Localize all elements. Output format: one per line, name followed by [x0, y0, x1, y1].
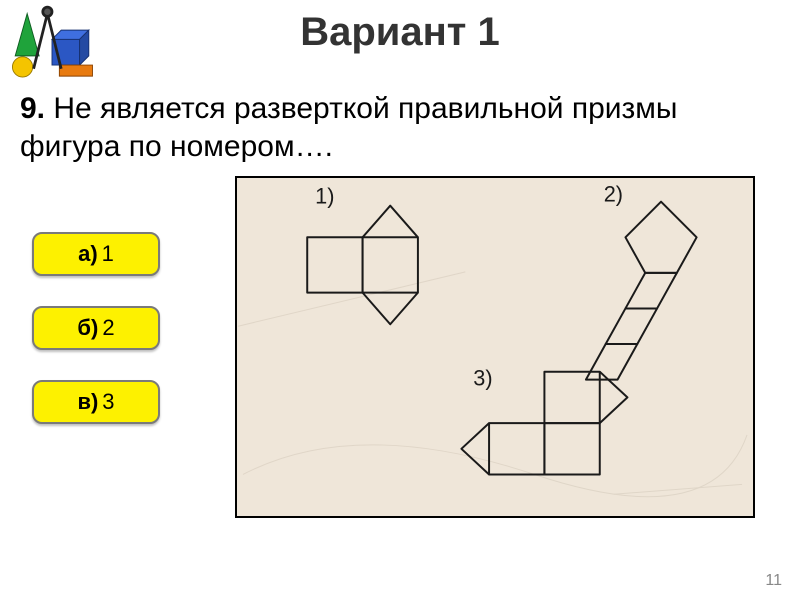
option-c[interactable]: в) 3 — [32, 380, 160, 424]
question-body: Не является разверткой правильной призмы… — [20, 92, 677, 163]
figure-label-2: 2) — [604, 182, 623, 207]
page-number: 11 — [765, 572, 782, 590]
figure-label-1: 1) — [315, 184, 334, 209]
figure-label-3: 3) — [473, 366, 492, 391]
option-a-letter: а) — [78, 241, 98, 267]
answer-options: а) 1 б) 2 в) 3 — [32, 232, 160, 454]
option-b-letter: б) — [77, 315, 98, 341]
question-number: 9. — [20, 92, 45, 125]
option-c-letter: в) — [77, 389, 98, 415]
option-a-value: 1 — [102, 241, 114, 267]
question-text: 9. Не является разверткой правильной при… — [20, 90, 780, 165]
figures-container: 1) 2) 3) — [235, 176, 755, 518]
option-a[interactable]: а) 1 — [32, 232, 160, 276]
option-b[interactable]: б) 2 — [32, 306, 160, 350]
option-b-value: 2 — [102, 315, 114, 341]
slide-title: Вариант 1 — [0, 10, 800, 55]
option-c-value: 3 — [102, 389, 114, 415]
